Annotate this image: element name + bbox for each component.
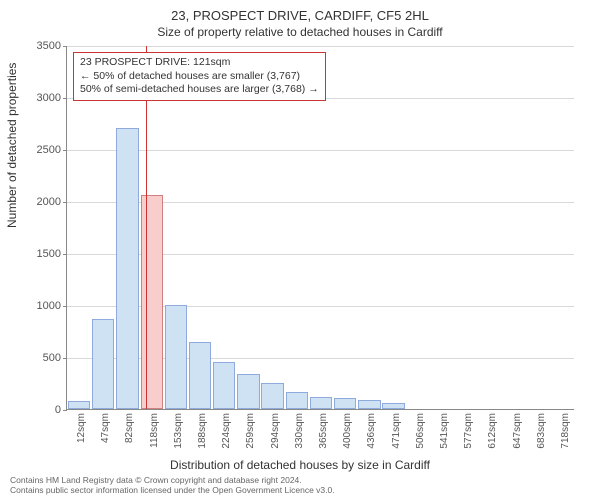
page-subtitle: Size of property relative to detached ho… — [0, 23, 600, 39]
histogram-bar — [237, 374, 259, 409]
histogram-bar — [382, 403, 404, 409]
y-tick-label: 2000 — [37, 196, 67, 208]
page-title: 23, PROSPECT DRIVE, CARDIFF, CF5 2HL — [0, 0, 600, 23]
histogram-bar — [286, 392, 308, 409]
x-tick-label: 541sqm — [439, 413, 450, 449]
x-tick-label: 718sqm — [560, 413, 571, 449]
x-tick-label: 224sqm — [221, 413, 232, 449]
histogram-bar — [213, 362, 235, 409]
histogram-bar — [92, 319, 114, 409]
x-tick-label: 471sqm — [391, 413, 402, 449]
gridline — [67, 46, 574, 47]
x-tick-label: 436sqm — [366, 413, 377, 449]
x-tick-label: 683sqm — [536, 413, 547, 449]
histogram-bar-highlight — [141, 195, 163, 409]
histogram-bar — [68, 401, 90, 409]
x-tick-label: 330sqm — [294, 413, 305, 449]
x-tick-label: 612sqm — [487, 413, 498, 449]
y-tick-label: 1000 — [37, 300, 67, 312]
annotation-line-2: ← 50% of detached houses are smaller (3,… — [80, 70, 319, 84]
footer-line-2: Contains public sector information licen… — [10, 485, 594, 496]
y-axis-label: Number of detached properties — [5, 63, 19, 228]
histogram-bar — [358, 400, 380, 409]
y-tick-label: 3000 — [37, 92, 67, 104]
x-tick-label: 12sqm — [76, 413, 87, 443]
y-tick-label: 2500 — [37, 144, 67, 156]
y-tick-label: 500 — [43, 352, 67, 364]
histogram-bar — [116, 128, 138, 409]
x-axis-label: Distribution of detached houses by size … — [0, 458, 600, 472]
histogram-bar — [334, 398, 356, 409]
y-tick-label: 0 — [55, 404, 67, 416]
annotation-line-3: 50% of semi-detached houses are larger (… — [80, 83, 319, 97]
annotation-callout: 23 PROSPECT DRIVE: 121sqm← 50% of detach… — [73, 52, 326, 101]
x-tick-label: 506sqm — [415, 413, 426, 449]
x-tick-label: 47sqm — [100, 413, 111, 443]
x-tick-label: 577sqm — [463, 413, 474, 449]
attribution-footer: Contains HM Land Registry data © Crown c… — [0, 472, 600, 500]
plot-region: 050010001500200025003000350012sqm47sqm82… — [66, 46, 574, 410]
x-tick-label: 294sqm — [270, 413, 281, 449]
histogram-bar — [189, 342, 211, 409]
x-tick-label: 188sqm — [197, 413, 208, 449]
chart-area: 050010001500200025003000350012sqm47sqm82… — [66, 46, 574, 410]
x-tick-label: 400sqm — [342, 413, 353, 449]
x-tick-label: 365sqm — [318, 413, 329, 449]
gridline — [67, 150, 574, 151]
x-tick-label: 647sqm — [512, 413, 523, 449]
y-tick-label: 3500 — [37, 40, 67, 52]
histogram-bar — [261, 383, 283, 409]
chart-container: 23, PROSPECT DRIVE, CARDIFF, CF5 2HL Siz… — [0, 0, 600, 500]
histogram-bar — [165, 305, 187, 409]
annotation-line-1: 23 PROSPECT DRIVE: 121sqm — [80, 56, 319, 70]
x-tick-label: 259sqm — [245, 413, 256, 449]
x-tick-label: 82sqm — [124, 413, 135, 443]
y-tick-label: 1500 — [37, 248, 67, 260]
x-tick-label: 118sqm — [149, 413, 160, 448]
histogram-bar — [310, 397, 332, 409]
x-tick-label: 153sqm — [173, 413, 184, 449]
footer-line-1: Contains HM Land Registry data © Crown c… — [10, 475, 594, 486]
